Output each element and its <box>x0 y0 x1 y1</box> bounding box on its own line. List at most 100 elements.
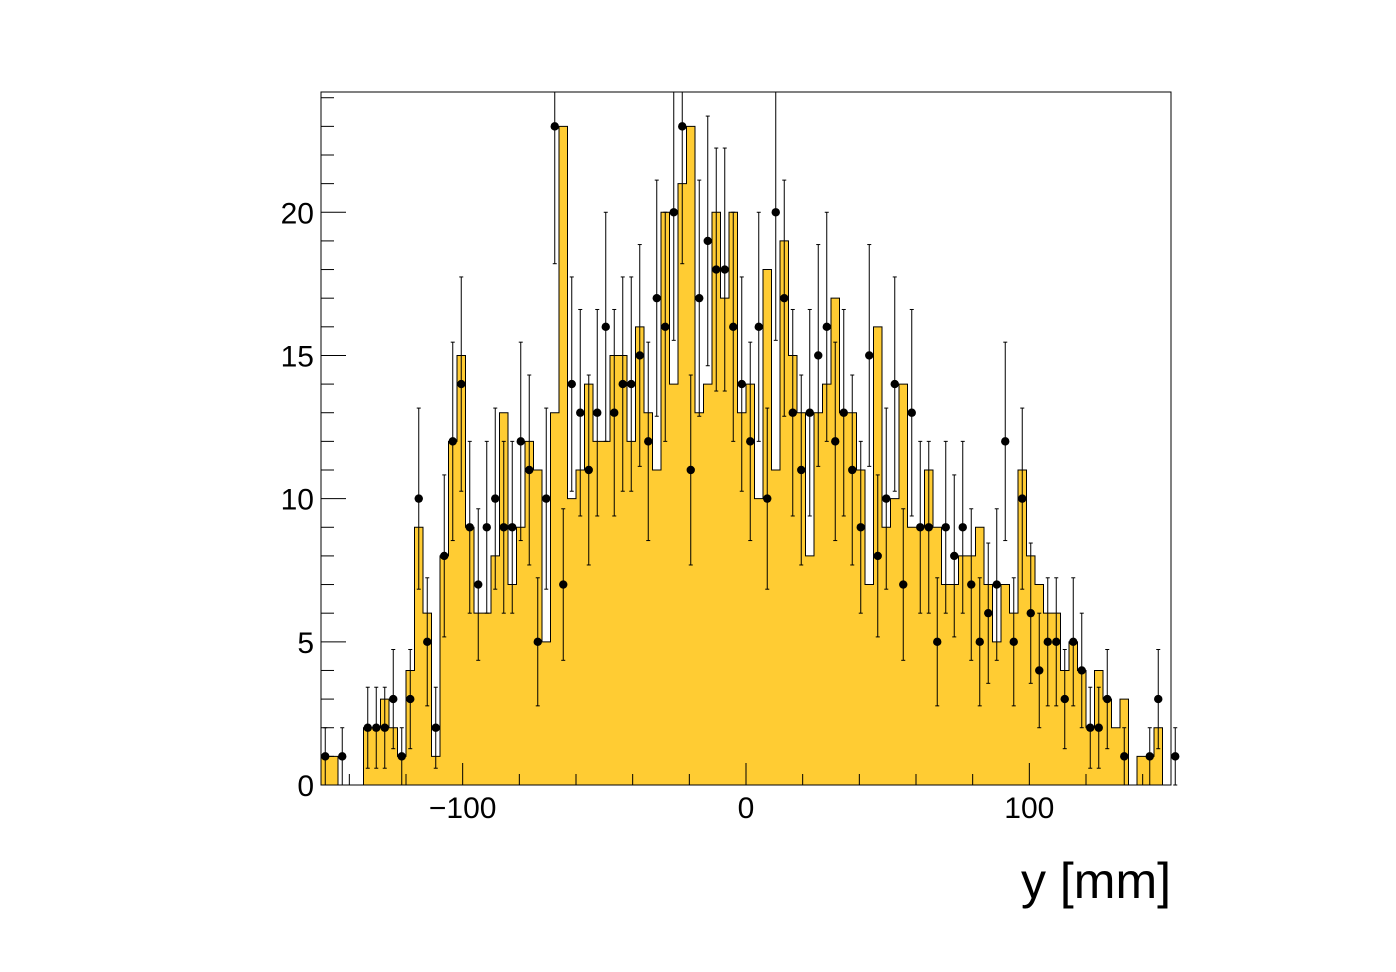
data-point <box>941 523 950 532</box>
histogram-bin <box>941 584 950 785</box>
histogram-bin <box>754 498 763 785</box>
histogram-bin <box>389 727 398 785</box>
data-point <box>465 523 474 532</box>
data-point <box>550 122 559 131</box>
histogram-bin <box>822 384 831 785</box>
histogram-bin <box>525 441 534 785</box>
histogram-bin <box>788 355 797 785</box>
data-point <box>406 694 415 704</box>
data-point <box>958 523 967 532</box>
y-tick-label: 20 <box>281 197 314 230</box>
data-point <box>661 322 670 332</box>
data-point <box>491 494 500 503</box>
data-point <box>423 637 432 647</box>
data-point <box>508 523 517 532</box>
histogram-bin <box>958 555 967 785</box>
data-point <box>720 265 729 274</box>
data-point <box>771 208 780 217</box>
data-point <box>1086 723 1095 732</box>
data-point <box>924 523 933 532</box>
data-point <box>814 351 823 360</box>
data-point <box>1145 752 1154 761</box>
histogram-bin <box>780 240 789 786</box>
histogram-bin <box>856 470 865 785</box>
y-tick-label: 15 <box>281 340 314 373</box>
data-point <box>678 122 687 131</box>
histogram-bin <box>890 498 899 785</box>
data-point <box>992 580 1001 589</box>
data-point <box>865 351 874 360</box>
data-point <box>414 494 423 503</box>
histogram-bin <box>584 384 593 785</box>
histogram-bin <box>661 212 670 786</box>
data-point <box>559 580 568 589</box>
data-point <box>1154 694 1163 704</box>
data-point <box>695 293 704 303</box>
histogram-bin <box>1069 641 1078 785</box>
histogram-bin <box>635 326 644 785</box>
histogram-bin <box>882 527 891 785</box>
data-point <box>788 408 797 417</box>
data-point <box>1018 494 1027 503</box>
histogram-bin <box>448 441 457 785</box>
data-point <box>907 408 916 417</box>
data-point <box>1103 694 1112 704</box>
histogram-bin <box>950 584 959 785</box>
histogram-bin <box>1018 470 1027 785</box>
data-point <box>627 379 636 389</box>
histogram-bin <box>992 641 1001 785</box>
data-point <box>831 437 840 446</box>
histogram-bin <box>669 384 678 785</box>
data-point <box>1026 608 1035 618</box>
data-point <box>975 637 984 647</box>
histogram-bin <box>831 298 840 785</box>
histogram-bin <box>559 126 568 785</box>
data-point <box>873 551 882 561</box>
data-point <box>839 408 848 417</box>
histogram-bin <box>703 384 712 785</box>
data-point <box>499 523 508 532</box>
data-point <box>618 379 627 389</box>
histogram-bin <box>771 470 780 785</box>
data-point <box>652 293 661 303</box>
data-point <box>856 523 865 532</box>
data-point <box>474 580 483 589</box>
histogram-bin <box>627 441 636 785</box>
x-tick-label: −100 <box>429 792 497 825</box>
histogram-bin <box>805 555 814 785</box>
data-point <box>516 437 525 446</box>
data-point <box>610 408 619 417</box>
data-point <box>729 322 738 332</box>
x-axis-ticks: −100 0 100 <box>348 763 1144 825</box>
data-point <box>805 408 814 417</box>
data-point <box>1077 666 1086 675</box>
data-point <box>1094 723 1103 732</box>
histogram-bin <box>737 412 746 785</box>
data-point <box>1001 437 1010 446</box>
data-point <box>644 437 653 446</box>
histogram-bin <box>712 212 721 786</box>
histogram-bin <box>644 412 653 785</box>
x-tick-label: 100 <box>1004 792 1054 825</box>
histogram-bin <box>1154 727 1163 785</box>
histogram-bin <box>1137 756 1146 785</box>
data-point <box>1069 637 1078 647</box>
histogram-bin <box>967 555 976 785</box>
data-point <box>686 465 695 475</box>
histogram-bars <box>320 125 1172 786</box>
data-point <box>482 523 491 532</box>
histogram-bin <box>474 613 483 785</box>
histogram-bin <box>729 212 738 786</box>
data-point <box>525 465 534 475</box>
data-point <box>984 608 993 618</box>
histogram-bin <box>440 555 449 785</box>
histogram-bin <box>797 412 806 785</box>
data-point <box>1035 666 1044 675</box>
histogram-bin <box>907 527 916 785</box>
data-point <box>754 322 763 332</box>
data-point <box>933 637 942 647</box>
data-point <box>822 322 831 332</box>
histogram-bin <box>457 355 466 785</box>
histogram-bin <box>601 441 610 785</box>
data-point <box>1060 694 1069 704</box>
